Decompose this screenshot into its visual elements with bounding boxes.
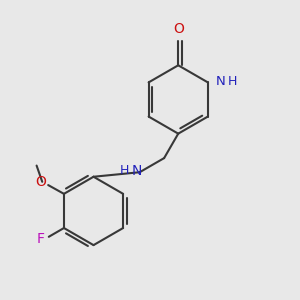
Text: N: N [216,75,226,88]
Text: N: N [131,164,142,178]
Text: F: F [37,232,45,246]
Text: O: O [35,175,46,188]
Text: H: H [120,164,129,177]
Text: O: O [173,22,184,36]
Text: H: H [228,75,237,88]
